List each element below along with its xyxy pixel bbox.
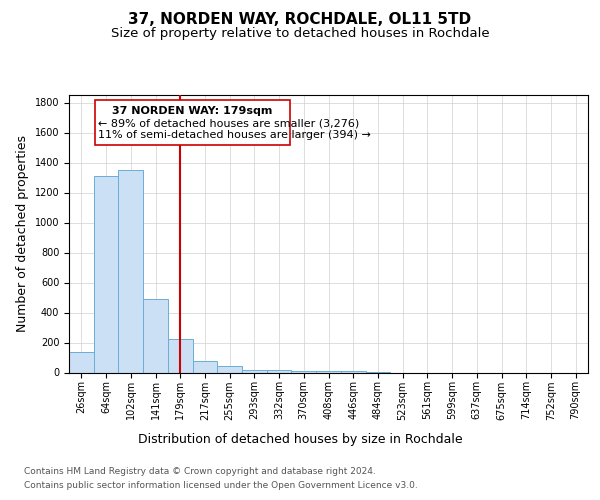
Bar — [168, 339, 193, 372]
Text: 37, NORDEN WAY, ROCHDALE, OL11 5TD: 37, NORDEN WAY, ROCHDALE, OL11 5TD — [128, 12, 472, 28]
Text: 11% of semi-detached houses are larger (394) →: 11% of semi-detached houses are larger (… — [98, 130, 371, 140]
Bar — [341, 371, 365, 372]
Text: Size of property relative to detached houses in Rochdale: Size of property relative to detached ho… — [110, 28, 490, 40]
Text: Contains public sector information licensed under the Open Government Licence v3: Contains public sector information licen… — [24, 481, 418, 490]
Text: Distribution of detached houses by size in Rochdale: Distribution of detached houses by size … — [137, 432, 463, 446]
Bar — [316, 371, 341, 372]
Text: ← 89% of detached houses are smaller (3,276): ← 89% of detached houses are smaller (3,… — [98, 118, 359, 128]
Bar — [242, 370, 267, 372]
Bar — [94, 176, 118, 372]
Bar — [118, 170, 143, 372]
Text: 37 NORDEN WAY: 179sqm: 37 NORDEN WAY: 179sqm — [112, 106, 273, 116]
Bar — [292, 371, 316, 372]
Bar — [143, 299, 168, 372]
Bar — [193, 360, 217, 372]
Bar — [217, 366, 242, 372]
Text: Contains HM Land Registry data © Crown copyright and database right 2024.: Contains HM Land Registry data © Crown c… — [24, 468, 376, 476]
Bar — [95, 100, 290, 144]
Y-axis label: Number of detached properties: Number of detached properties — [16, 135, 29, 332]
Bar — [69, 352, 94, 372]
Bar — [267, 370, 292, 372]
